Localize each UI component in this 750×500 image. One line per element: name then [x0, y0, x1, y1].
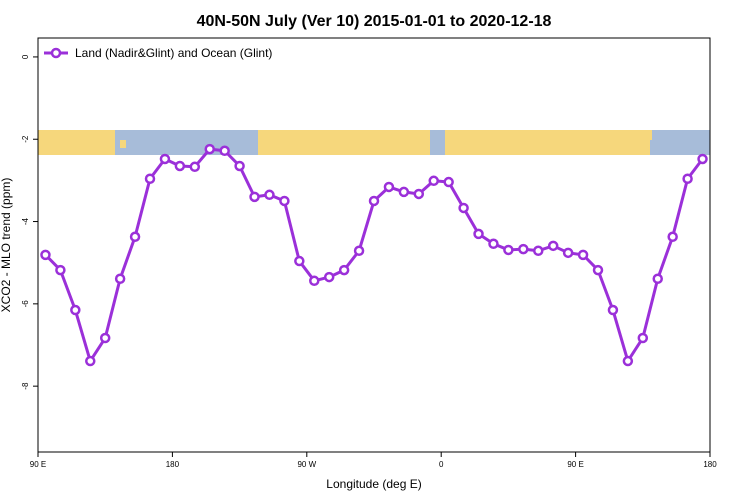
- data-point: [234, 160, 245, 172]
- y-tick-label: -2: [21, 135, 30, 143]
- data-point: [294, 255, 305, 267]
- data-point: [428, 175, 439, 187]
- data-point: [667, 231, 678, 243]
- chart-title: 40N-50N July (Ver 10) 2015-01-01 to 2020…: [197, 13, 552, 30]
- data-point: [607, 304, 619, 316]
- data-point: [219, 145, 230, 157]
- x-tick-label: 90 E: [30, 460, 46, 469]
- data-point: [533, 245, 544, 257]
- data-point: [353, 245, 365, 257]
- data-point: [577, 249, 589, 261]
- y-tick-label: -6: [21, 300, 30, 308]
- data-point: [55, 264, 66, 276]
- data-point: [40, 249, 51, 261]
- y-tick-label: 0: [21, 54, 30, 59]
- y-tick-label: -4: [21, 217, 30, 225]
- data-point: [398, 186, 410, 198]
- data-point: [189, 161, 201, 173]
- plot-frame: [37, 37, 711, 453]
- data-point: [383, 181, 395, 193]
- data-point: [70, 304, 81, 316]
- x-tick-label: 90 E: [567, 460, 583, 469]
- data-point: [129, 231, 141, 243]
- data-point: [85, 355, 96, 367]
- data-point: [99, 332, 111, 344]
- legend-marker: [50, 47, 62, 59]
- data-point: [518, 243, 529, 255]
- data-point: [622, 355, 634, 367]
- data-point: [368, 195, 380, 207]
- data-point: [488, 238, 499, 250]
- map-strip: [38, 130, 710, 155]
- data-point: [114, 273, 126, 284]
- data-point: [547, 240, 559, 252]
- data-point: [473, 228, 484, 240]
- data-point: [458, 202, 469, 214]
- series-line: [44, 147, 704, 363]
- y-tick-label: -8: [21, 382, 30, 390]
- data-point: [174, 160, 186, 172]
- data-point: [309, 275, 320, 287]
- data-point: [592, 264, 604, 276]
- data-point: [323, 271, 335, 283]
- data-point: [503, 244, 514, 256]
- x-tick-label: 180: [166, 460, 180, 469]
- data-point: [338, 264, 350, 276]
- data-point: [249, 191, 260, 203]
- data-point: [279, 195, 290, 207]
- data-point: [264, 189, 275, 201]
- x-tick-label: 180: [703, 460, 717, 469]
- data-point: [697, 153, 708, 165]
- data-point: [144, 173, 156, 184]
- data-point: [413, 188, 425, 200]
- data-point: [682, 173, 693, 184]
- data-point: [443, 176, 454, 188]
- data-point: [637, 332, 649, 344]
- data-point: [159, 153, 171, 165]
- x-tick-label: 0: [439, 460, 444, 469]
- data-point: [652, 273, 663, 284]
- legend-label: Land (Nadir&Glint) and Ocean (Glint): [75, 46, 272, 60]
- data-point: [562, 247, 574, 259]
- y-axis-label: XCO2 - MLO trend (ppm): [0, 178, 13, 313]
- x-axis-label: Longitude (deg E): [326, 477, 421, 491]
- data-point: [204, 143, 215, 155]
- x-tick-label: 90 W: [297, 460, 316, 469]
